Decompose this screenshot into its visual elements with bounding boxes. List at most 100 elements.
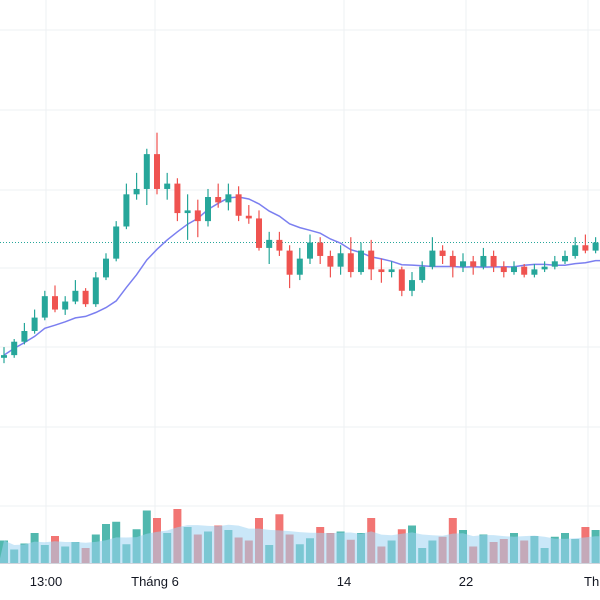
candle	[184, 194, 191, 240]
candle-body	[541, 266, 548, 270]
candle	[531, 264, 538, 278]
candle	[358, 242, 364, 275]
candle	[480, 247, 487, 270]
candle-body	[317, 242, 324, 256]
candle	[52, 285, 58, 313]
candle	[490, 250, 497, 273]
candle-body	[368, 250, 375, 270]
candle	[174, 178, 181, 222]
candle	[143, 148, 150, 206]
candle	[215, 183, 222, 208]
candle-body	[551, 261, 558, 267]
candle	[511, 261, 517, 275]
candle	[572, 237, 579, 259]
candle-body	[500, 266, 507, 273]
candle	[92, 272, 99, 307]
grid-lines	[0, 0, 600, 563]
candle-body	[133, 188, 140, 195]
candle	[317, 237, 324, 264]
candle-body	[31, 317, 38, 331]
candle-body	[266, 239, 273, 248]
candle-body	[276, 239, 283, 251]
candle	[368, 239, 375, 281]
candle-body	[103, 258, 109, 278]
candle	[286, 245, 293, 289]
candle-body	[52, 296, 58, 310]
candle	[235, 186, 242, 222]
candle	[164, 172, 171, 200]
candle-body	[41, 296, 48, 318]
moving-average-line	[3, 196, 600, 356]
candle-body	[409, 280, 415, 291]
candle	[388, 261, 395, 278]
candle-body	[511, 266, 517, 273]
candle-body	[82, 290, 89, 305]
candle-body	[154, 154, 160, 189]
candle-body	[143, 154, 150, 189]
candle-body	[286, 250, 293, 275]
candle	[582, 234, 589, 254]
candle-body	[470, 261, 477, 267]
candle	[307, 234, 313, 264]
candle	[245, 205, 252, 224]
candle-body	[429, 250, 436, 267]
candle-body	[398, 269, 405, 291]
candle-body	[449, 255, 456, 267]
candle	[72, 280, 79, 305]
candle	[113, 221, 120, 262]
volume-ma-area	[0, 524, 600, 563]
candle	[419, 261, 426, 283]
candle-body	[490, 255, 497, 267]
candle-body	[337, 253, 344, 267]
x-tick-label: 14	[337, 574, 351, 589]
candle	[31, 309, 38, 334]
candle-body	[521, 266, 528, 275]
candle-body	[174, 183, 181, 214]
candle-body	[92, 277, 99, 305]
candle-body	[358, 250, 364, 273]
candle-body	[245, 215, 252, 219]
candle-body	[235, 194, 242, 216]
candle	[296, 247, 303, 281]
candle	[194, 199, 201, 238]
x-tick-label: 13:00	[30, 574, 63, 589]
candle-body	[205, 197, 211, 222]
candle	[470, 255, 477, 275]
candle	[11, 339, 18, 358]
candle-body	[562, 255, 568, 262]
candle-body	[62, 301, 69, 310]
candle-body	[215, 197, 222, 203]
x-tick-label: Th	[584, 574, 599, 589]
candle	[21, 322, 28, 345]
candle-body	[11, 341, 18, 356]
candle-body	[256, 218, 262, 248]
candle-body	[419, 266, 426, 281]
candle	[205, 188, 211, 227]
candle-body	[307, 242, 313, 259]
candle	[541, 261, 548, 273]
candle-body	[582, 245, 589, 251]
x-axis: 13:00 Tháng 6 14 22 Th	[30, 574, 599, 589]
candle	[439, 245, 446, 264]
candle	[266, 231, 273, 264]
candle-body	[531, 269, 538, 275]
candle-body	[113, 226, 120, 259]
candle-body	[347, 253, 354, 273]
candle	[347, 237, 354, 278]
candle-body	[164, 183, 171, 189]
candle	[276, 231, 283, 256]
candle	[449, 250, 456, 278]
candle	[409, 272, 415, 297]
candle-body	[460, 261, 466, 267]
candle	[429, 237, 436, 270]
candle	[562, 250, 568, 264]
candle-body	[327, 255, 334, 267]
candle-body	[378, 269, 385, 273]
candle-body	[480, 255, 487, 267]
candles	[1, 132, 599, 364]
candle-body	[72, 290, 79, 302]
candle	[133, 172, 140, 200]
candle-body	[572, 245, 579, 256]
candle-body	[21, 331, 28, 342]
